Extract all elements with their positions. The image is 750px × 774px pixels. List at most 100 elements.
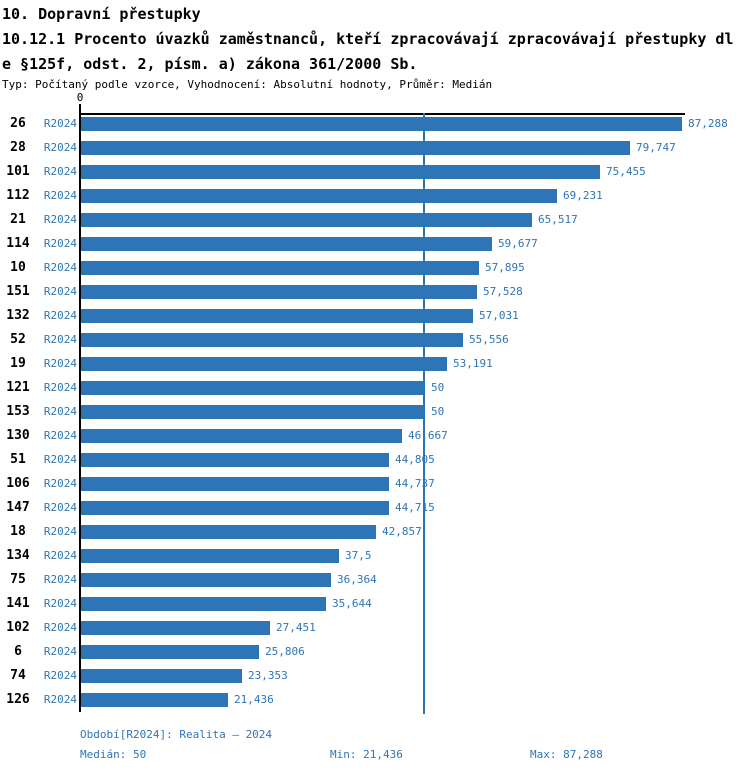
series-label: R2024	[43, 549, 77, 562]
chart-row: 101 R2024 75,455	[0, 160, 750, 184]
series-label: R2024	[43, 357, 77, 370]
bar	[81, 189, 557, 203]
bar	[81, 693, 228, 707]
series-label: R2024	[43, 165, 77, 178]
chart-row: 6 R2024 25,806	[0, 640, 750, 664]
chart-row: 151 R2024 57,528	[0, 280, 750, 304]
value-label: 37,5	[345, 549, 372, 562]
category-label: 52	[10, 332, 26, 347]
series-label: R2024	[43, 381, 77, 394]
category-label: 126	[6, 692, 30, 707]
category-label: 21	[10, 212, 26, 227]
series-label: R2024	[43, 645, 77, 658]
chart-row: 52 R2024 55,556	[0, 328, 750, 352]
category-label: 74	[10, 668, 26, 683]
value-label: 57,528	[483, 285, 523, 298]
chart-row: 75 R2024 36,364	[0, 568, 750, 592]
footer-median: Medián: 50	[80, 748, 147, 761]
category-label: 114	[6, 236, 30, 251]
chart-meta-info: Typ: Počítaný podle vzorce, Vyhodnocení:…	[2, 78, 493, 91]
series-label: R2024	[43, 213, 77, 226]
report-header: 10. Dopravní přestupky 10.12.1 Procento …	[2, 2, 734, 77]
value-label: 53,191	[453, 357, 493, 370]
value-label: 46,667	[408, 429, 448, 442]
bar	[81, 645, 259, 659]
category-label: 102	[6, 620, 30, 635]
value-label: 87,288	[688, 117, 728, 130]
chart-row: 114 R2024 59,677	[0, 232, 750, 256]
value-label: 44,805	[395, 453, 435, 466]
category-label: 130	[6, 428, 30, 443]
value-label: 59,677	[498, 237, 538, 250]
series-label: R2024	[43, 453, 77, 466]
value-label: 69,231	[563, 189, 603, 202]
bar	[81, 405, 425, 419]
bar	[81, 309, 473, 323]
value-label: 57,031	[479, 309, 519, 322]
value-label: 50	[431, 405, 445, 418]
series-label: R2024	[43, 405, 77, 418]
value-label: 57,895	[485, 261, 525, 274]
chart-row: 126 R2024 21,436	[0, 688, 750, 712]
series-label: R2024	[43, 117, 77, 130]
value-label: 27,451	[276, 621, 316, 634]
chart-row: 153 R2024 50	[0, 400, 750, 424]
category-label: 28	[10, 140, 26, 155]
series-label: R2024	[43, 429, 77, 442]
axis-line-vertical	[79, 113, 81, 712]
series-label: R2024	[43, 333, 77, 346]
bar	[81, 621, 270, 635]
bar	[81, 285, 477, 299]
chart-row: 28 R2024 79,747	[0, 136, 750, 160]
bar	[81, 141, 630, 155]
value-label: 35,644	[332, 597, 372, 610]
series-label: R2024	[43, 285, 77, 298]
bar	[81, 597, 326, 611]
category-label: 19	[10, 356, 26, 371]
bar	[81, 669, 242, 683]
value-label: 21,436	[234, 693, 274, 706]
bar	[81, 381, 425, 395]
bar	[81, 237, 492, 251]
series-label: R2024	[43, 669, 77, 682]
value-label: 36,364	[337, 573, 377, 586]
series-label: R2024	[43, 525, 77, 538]
series-label: R2024	[43, 189, 77, 202]
bar	[81, 261, 479, 275]
chart-row: 132 R2024 57,031	[0, 304, 750, 328]
chart-row: 74 R2024 23,353	[0, 664, 750, 688]
bar	[81, 117, 682, 131]
category-label: 26	[10, 116, 26, 131]
bar	[81, 501, 389, 515]
chart-row: 106 R2024 44,737	[0, 472, 750, 496]
category-label: 153	[6, 404, 30, 419]
category-label: 18	[10, 524, 26, 539]
series-label: R2024	[43, 621, 77, 634]
chart-row: 141 R2024 35,644	[0, 592, 750, 616]
value-label: 23,353	[248, 669, 288, 682]
chart-row: 147 R2024 44,715	[0, 496, 750, 520]
chart-row: 130 R2024 46,667	[0, 424, 750, 448]
page-title: 10. Dopravní přestupky	[2, 5, 201, 23]
value-label: 44,737	[395, 477, 435, 490]
series-label: R2024	[43, 141, 77, 154]
footer-max: Max: 87,288	[530, 748, 603, 761]
bar	[81, 525, 376, 539]
chart-subtitle-line2: e §125f, odst. 2, písm. a) zákona 361/20…	[2, 55, 418, 73]
series-label: R2024	[43, 309, 77, 322]
bar	[81, 453, 389, 467]
chart-row: 19 R2024 53,191	[0, 352, 750, 376]
category-label: 101	[6, 164, 30, 179]
category-label: 75	[10, 572, 26, 587]
chart-row: 21 R2024 65,517	[0, 208, 750, 232]
bar	[81, 573, 331, 587]
bar	[81, 165, 600, 179]
series-label: R2024	[43, 237, 77, 250]
chart-subtitle-line1: 10.12.1 Procento úvazků zaměstnanců, kte…	[2, 30, 734, 48]
bar	[81, 429, 402, 443]
category-label: 147	[6, 500, 30, 515]
series-label: R2024	[43, 693, 77, 706]
category-label: 112	[6, 188, 30, 203]
series-label: R2024	[43, 501, 77, 514]
